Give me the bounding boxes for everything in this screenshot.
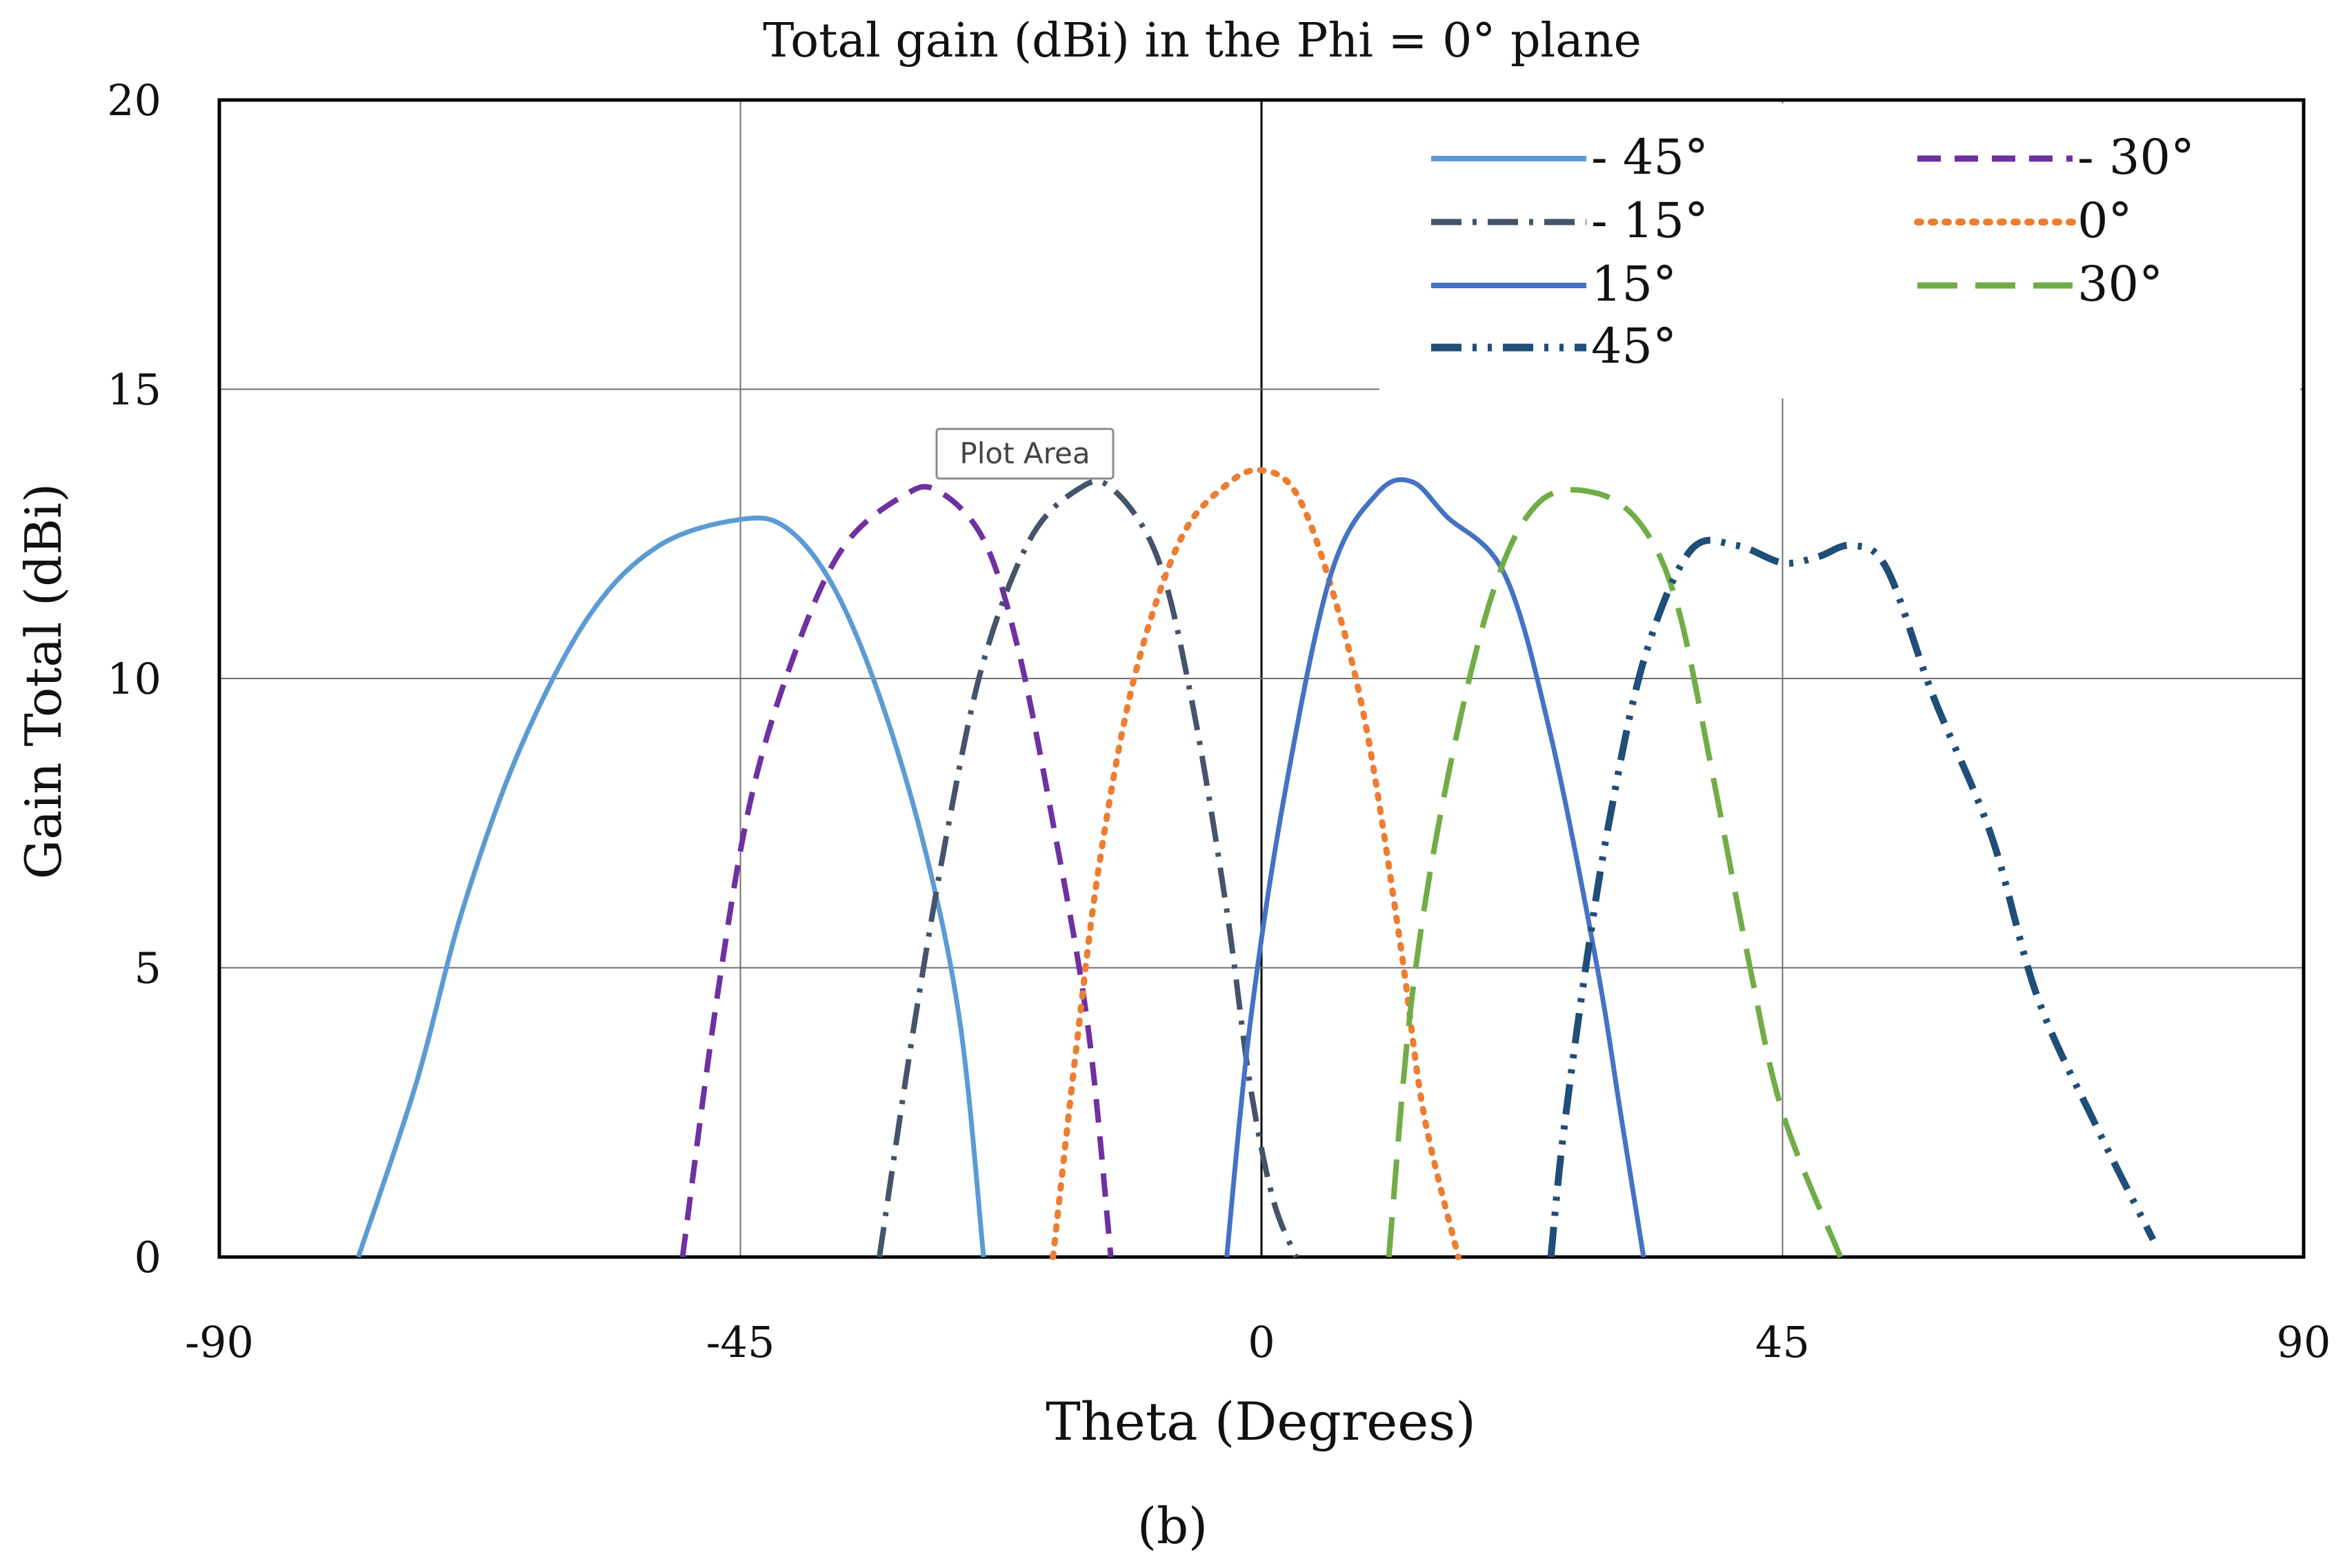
figure-caption: (b) — [1137, 1497, 1208, 1555]
y-tick-label: 10 — [107, 654, 161, 704]
x-tick-label: 45 — [1755, 1317, 1810, 1367]
legend-label: 45° — [1591, 318, 1677, 374]
legend-label: - 45° — [1591, 129, 1708, 185]
x-axis-label: Theta (Degrees) — [1046, 1391, 1476, 1452]
series-layer — [356, 467, 2157, 1260]
tooltip-text: Plot Area — [959, 436, 1090, 470]
y-tick-labels: 0 5 10 15 20 — [107, 75, 161, 1283]
legend-label: 0° — [2077, 192, 2133, 249]
plot-area[interactable] — [217, 98, 2306, 1259]
series-line — [1386, 487, 1844, 1258]
x-tick-label: 0 — [1248, 1317, 1275, 1367]
y-tick-label: 15 — [107, 365, 161, 415]
legend-label: 15° — [1591, 256, 1677, 312]
y-axis-label: Gain Total (dBi) — [14, 483, 72, 880]
y-tick-label: 5 — [134, 943, 161, 994]
legend-label: - 30° — [2077, 129, 2195, 185]
series-line — [1224, 477, 1646, 1258]
series-line — [356, 515, 986, 1258]
y-tick-label: 0 — [134, 1232, 161, 1283]
series-line — [1547, 536, 2157, 1258]
legend-label: - 15° — [1591, 192, 1708, 249]
x-tick-label: -90 — [185, 1317, 254, 1367]
plot-area-tooltip: Plot Area — [935, 428, 1115, 480]
chart-title: Total gain (dBi) in the Phi = 0° plane — [763, 14, 1642, 68]
tooltip-box — [935, 428, 1115, 480]
series-line — [679, 483, 1114, 1258]
legend-label: 30° — [2077, 256, 2163, 312]
legend: - 45° - 30° - 15° 0° 15° 30° 45° — [1431, 129, 2195, 374]
x-tick-label: -45 — [706, 1317, 775, 1367]
series-line — [1050, 467, 1461, 1260]
x-tick-labels: -90 -45 0 45 90 — [185, 1317, 2331, 1367]
x-tick-label: 90 — [2277, 1317, 2331, 1367]
y-tick-label: 20 — [107, 75, 161, 125]
